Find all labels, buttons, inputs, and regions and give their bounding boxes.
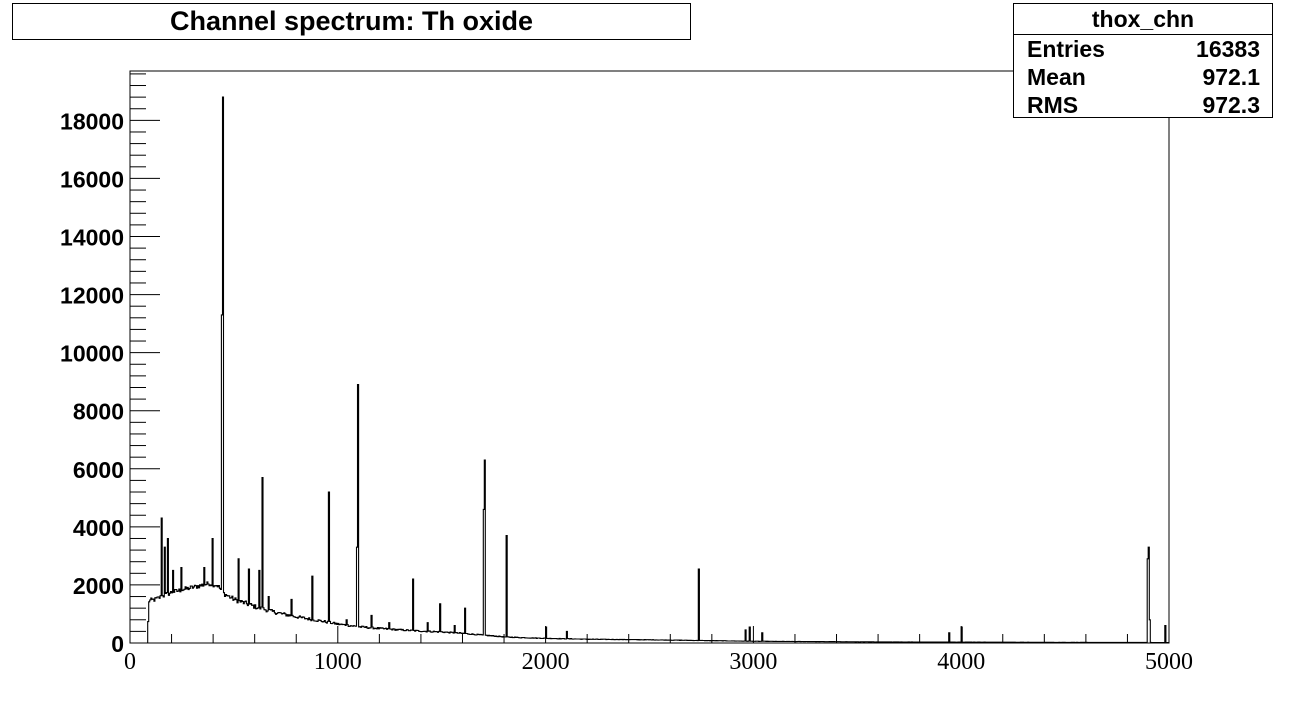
y-tick-label: 6000 bbox=[73, 457, 124, 483]
stats-box: thox_chn Entries 16383 Mean 972.1 RMS 97… bbox=[1013, 3, 1273, 118]
x-axis: 0 1000 2000 3000 4000 5000 bbox=[124, 626, 1193, 675]
y-tick-label: 12000 bbox=[60, 283, 124, 309]
stats-label: RMS bbox=[1027, 91, 1079, 118]
stats-value: 16383 bbox=[1196, 35, 1260, 62]
spectrum-line bbox=[130, 96, 1170, 644]
x-tick-label: 2000 bbox=[522, 649, 570, 675]
stats-label: Entries bbox=[1027, 35, 1105, 62]
stats-value: 972.3 bbox=[1202, 91, 1260, 118]
x-tick-label: 0 bbox=[124, 649, 136, 675]
y-tick-label: 0 bbox=[111, 631, 124, 657]
x-tick-label: 5000 bbox=[1145, 649, 1193, 675]
stats-row-entries: Entries 16383 bbox=[1014, 35, 1272, 63]
stats-histogram-name: thox_chn bbox=[1014, 4, 1272, 35]
x-tick-label: 3000 bbox=[729, 649, 777, 675]
chart-title: Channel spectrum: Th oxide bbox=[169, 6, 534, 36]
chart-title-box: Channel spectrum: Th oxide bbox=[12, 3, 691, 40]
stats-label: Mean bbox=[1027, 63, 1086, 90]
y-tick-label: 2000 bbox=[73, 573, 124, 599]
stats-row-rms: RMS 972.3 bbox=[1014, 91, 1272, 119]
y-axis: 0 2000 4000 6000 8000 10000 12000 14000 16000 180… bbox=[60, 73, 160, 657]
stats-row-mean: Mean 972.1 bbox=[1014, 63, 1272, 91]
y-tick-label: 8000 bbox=[73, 399, 124, 425]
plot-frame bbox=[129, 70, 1170, 644]
y-tick-label: 14000 bbox=[60, 225, 124, 251]
y-tick-label: 18000 bbox=[60, 108, 124, 134]
x-tick-label: 1000 bbox=[314, 649, 362, 675]
y-tick-label: 16000 bbox=[60, 166, 124, 192]
stats-value: 972.1 bbox=[1202, 63, 1260, 90]
y-tick-label: 10000 bbox=[60, 341, 124, 367]
y-tick-label: 4000 bbox=[73, 515, 124, 541]
x-tick-label: 4000 bbox=[937, 649, 985, 675]
